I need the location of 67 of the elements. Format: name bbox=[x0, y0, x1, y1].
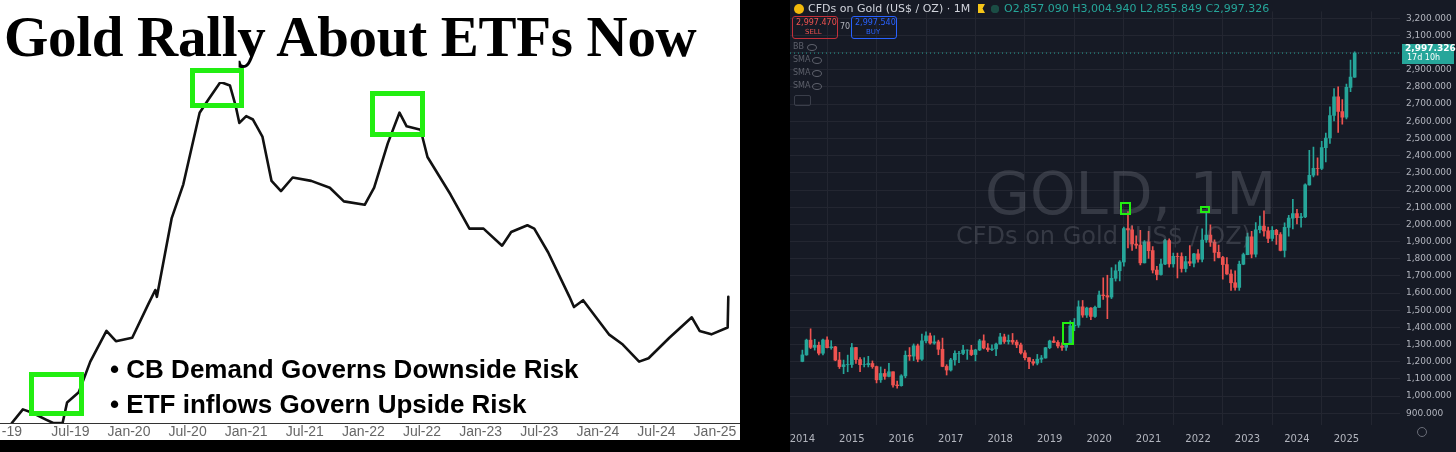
text: 17d 10h bbox=[1407, 53, 1441, 63]
x-tick-label: 2014 bbox=[789, 432, 816, 444]
x-tick-label: Jul-20 bbox=[168, 423, 207, 440]
y-tick-label: 2,600.000 bbox=[1406, 115, 1453, 126]
candlestick bbox=[866, 355, 871, 368]
candlestick bbox=[1187, 245, 1192, 267]
x-tick-label: Jan-23 bbox=[459, 423, 503, 440]
x-tick-label: 2015 bbox=[839, 432, 865, 444]
y-tick-label: 2,200.000 bbox=[1406, 184, 1453, 195]
x-tick-label: 2020 bbox=[1086, 432, 1112, 444]
x-tick-label: Jan-24 bbox=[576, 423, 620, 440]
x-tick-label: 2021 bbox=[1135, 432, 1162, 444]
annotation: SMA bbox=[793, 55, 811, 64]
x-tick-label: 2017 bbox=[938, 432, 964, 444]
x-tick-label: Jul-19 bbox=[51, 423, 90, 440]
x-tick-label: Jan-22 bbox=[342, 423, 386, 440]
y-tick-label: 1,600.000 bbox=[1406, 287, 1453, 298]
x-tick-label: 2016 bbox=[888, 432, 915, 444]
y-tick-label: 1,500.000 bbox=[1406, 304, 1453, 315]
y-tick-label: 3,100.000 bbox=[1406, 29, 1453, 40]
y-tick-label: 2,500.000 bbox=[1406, 132, 1453, 143]
y-tick-label: 1,100.000 bbox=[1406, 373, 1453, 384]
y-tick-label: 1,200.000 bbox=[1406, 356, 1453, 367]
x-tick-label: 2019 bbox=[1036, 432, 1063, 444]
x-tick-label: Jul-21 bbox=[285, 423, 325, 440]
candlestick bbox=[1051, 336, 1056, 344]
x-tick-label: 2025 bbox=[1333, 432, 1360, 444]
annotation: SMA bbox=[793, 68, 811, 77]
y-tick-label: 2,000.000 bbox=[1406, 218, 1453, 229]
y-tick-label: 2,800.000 bbox=[1406, 81, 1453, 92]
y-tick-label: 1,800.000 bbox=[1406, 253, 1453, 264]
annotation: 70 bbox=[840, 22, 851, 31]
y-tick-label: 2,400.000 bbox=[1406, 150, 1453, 161]
x-tick-label: Jan-21 bbox=[224, 423, 268, 440]
y-tick-label: 1,000.000 bbox=[1406, 390, 1453, 401]
candlestick bbox=[862, 357, 867, 368]
y-tick-label: 2,100.000 bbox=[1406, 201, 1453, 212]
x-tick-label: -19 bbox=[1, 423, 23, 440]
y-tick-label: 2,900.000 bbox=[1406, 64, 1453, 75]
x-tick-label: 2023 bbox=[1234, 432, 1261, 444]
x-tick-label: Jul-24 bbox=[637, 423, 676, 440]
y-tick-label: 2,300.000 bbox=[1406, 167, 1453, 178]
x-tick-label: 2018 bbox=[987, 432, 1013, 444]
x-tick-label: Jan-25 bbox=[693, 423, 737, 440]
annotation: • CB Demand Governs Downside Risk bbox=[110, 354, 579, 385]
annotation: SMA bbox=[793, 81, 811, 90]
y-tick-label: 900.000 bbox=[1406, 407, 1444, 418]
x-tick-label: Jul-23 bbox=[520, 423, 559, 440]
y-tick-label: 1,700.000 bbox=[1406, 270, 1453, 281]
annotation: • ETF inflows Govern Upside Risk bbox=[110, 389, 527, 420]
y-tick-label: 3,200.000 bbox=[1406, 12, 1453, 23]
candlestick bbox=[1031, 359, 1036, 366]
y-tick-label: 1,300.000 bbox=[1406, 338, 1453, 349]
chart-title: Gold Rally About ETFs Now bbox=[4, 4, 697, 70]
y-tick-label: 1,900.000 bbox=[1406, 235, 1453, 246]
x-tick-label: Jan-20 bbox=[107, 423, 151, 440]
y-tick-label: 1,400.000 bbox=[1406, 321, 1453, 332]
x-tick-label: 2024 bbox=[1284, 432, 1310, 444]
x-tick-label: 2022 bbox=[1185, 432, 1211, 444]
chart-title: CFDs on Gold (US$ / OZ) · 1M bbox=[808, 2, 971, 15]
y-tick-label: 2,700.000 bbox=[1406, 98, 1453, 109]
candlestick bbox=[957, 350, 961, 363]
chart-subtitle: O2,857.090 H3,004.940 L2,855.849 C2,997.326 bbox=[1004, 2, 1270, 15]
annotation: 2,997.470 bbox=[796, 18, 837, 27]
x-tick-label: Jul-22 bbox=[402, 423, 442, 440]
annotation: 2,997.540 bbox=[855, 18, 896, 27]
annotation: BB bbox=[793, 42, 804, 51]
